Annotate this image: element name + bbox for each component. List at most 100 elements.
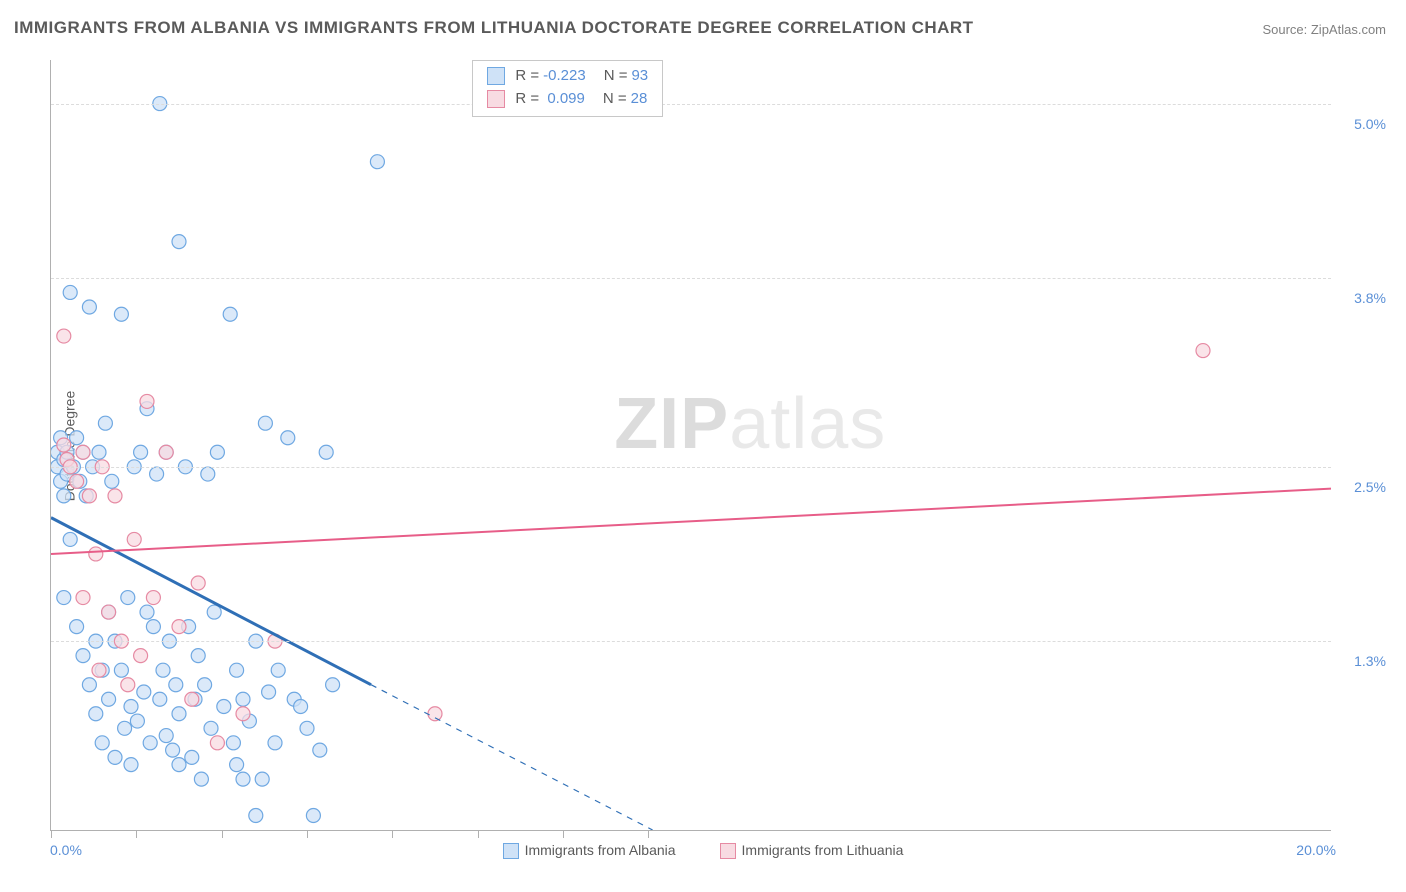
data-point <box>57 329 71 343</box>
data-point <box>82 489 96 503</box>
data-point <box>169 678 183 692</box>
data-point <box>159 729 173 743</box>
legend-label: Immigrants from Lithuania <box>742 842 904 858</box>
stats-legend-box: R =-0.223N =93R = 0.099N =28 <box>472 60 663 117</box>
data-point <box>150 467 164 481</box>
data-point <box>70 431 84 445</box>
data-point <box>92 445 106 459</box>
data-point <box>172 707 186 721</box>
legend-swatch <box>487 90 505 108</box>
data-point <box>258 416 272 430</box>
data-point <box>370 155 384 169</box>
data-point <box>249 808 263 822</box>
legend-swatch <box>720 843 736 859</box>
data-point <box>76 591 90 605</box>
data-point <box>204 721 218 735</box>
data-point <box>217 700 231 714</box>
data-point <box>134 649 148 663</box>
data-point <box>185 750 199 764</box>
data-point <box>223 307 237 321</box>
data-point <box>191 576 205 590</box>
data-point <box>159 445 173 459</box>
data-point <box>271 663 285 677</box>
data-point <box>226 736 240 750</box>
stat-r-value: 0.099 <box>543 90 585 107</box>
data-point <box>172 620 186 634</box>
x-tick <box>392 830 393 838</box>
regression-line <box>51 489 1331 554</box>
data-point <box>210 736 224 750</box>
data-point <box>281 431 295 445</box>
legend-swatch <box>503 843 519 859</box>
data-point <box>236 772 250 786</box>
gridline <box>51 278 1331 279</box>
stat-r-value: -0.223 <box>543 67 586 84</box>
data-point <box>313 743 327 757</box>
data-point <box>108 489 122 503</box>
stat-n-label: N = <box>604 67 628 84</box>
data-point <box>146 591 160 605</box>
data-point <box>153 692 167 706</box>
stat-n-label: N = <box>603 90 627 107</box>
chart-svg <box>51 60 1331 830</box>
data-point <box>89 707 103 721</box>
data-point <box>140 605 154 619</box>
data-point <box>146 620 160 634</box>
legend-swatch <box>487 67 505 85</box>
y-tick-label: 2.5% <box>1354 479 1386 495</box>
x-tick <box>563 830 564 838</box>
data-point <box>194 772 208 786</box>
data-point <box>70 620 84 634</box>
legend-label: Immigrants from Albania <box>525 842 676 858</box>
source-attribution: Source: ZipAtlas.com <box>1262 22 1386 37</box>
data-point <box>268 736 282 750</box>
data-point <box>255 772 269 786</box>
data-point <box>76 649 90 663</box>
data-point <box>236 692 250 706</box>
data-point <box>300 721 314 735</box>
data-point <box>143 736 157 750</box>
data-point <box>230 663 244 677</box>
data-point <box>166 743 180 757</box>
data-point <box>198 678 212 692</box>
stat-n-value: 93 <box>631 67 648 84</box>
x-tick <box>648 830 649 838</box>
data-point <box>172 235 186 249</box>
stat-r-label: R = <box>515 90 539 107</box>
data-point <box>57 489 71 503</box>
data-point <box>114 663 128 677</box>
data-point <box>130 714 144 728</box>
data-point <box>306 808 320 822</box>
data-point <box>140 394 154 408</box>
chart-container: IMMIGRANTS FROM ALBANIA VS IMMIGRANTS FR… <box>0 0 1406 892</box>
data-point <box>121 678 135 692</box>
data-point <box>230 758 244 772</box>
stat-n-value: 28 <box>631 90 648 107</box>
data-point <box>102 605 116 619</box>
data-point <box>124 758 138 772</box>
data-point <box>108 750 122 764</box>
data-point <box>137 685 151 699</box>
data-point <box>105 474 119 488</box>
data-point <box>1196 344 1210 358</box>
y-tick-label: 5.0% <box>1354 116 1386 132</box>
data-point <box>57 591 71 605</box>
data-point <box>185 692 199 706</box>
x-tick <box>136 830 137 838</box>
data-point <box>63 285 77 299</box>
x-tick <box>222 830 223 838</box>
data-point <box>89 547 103 561</box>
regression-line <box>51 518 371 685</box>
data-point <box>70 474 84 488</box>
data-point <box>124 700 138 714</box>
data-point <box>127 532 141 546</box>
data-point <box>82 678 96 692</box>
y-tick-label: 3.8% <box>1354 290 1386 306</box>
data-point <box>262 685 276 699</box>
data-point <box>428 707 442 721</box>
data-point <box>156 663 170 677</box>
data-point <box>326 678 340 692</box>
chart-title: IMMIGRANTS FROM ALBANIA VS IMMIGRANTS FR… <box>14 18 974 38</box>
data-point <box>102 692 116 706</box>
data-point <box>76 445 90 459</box>
